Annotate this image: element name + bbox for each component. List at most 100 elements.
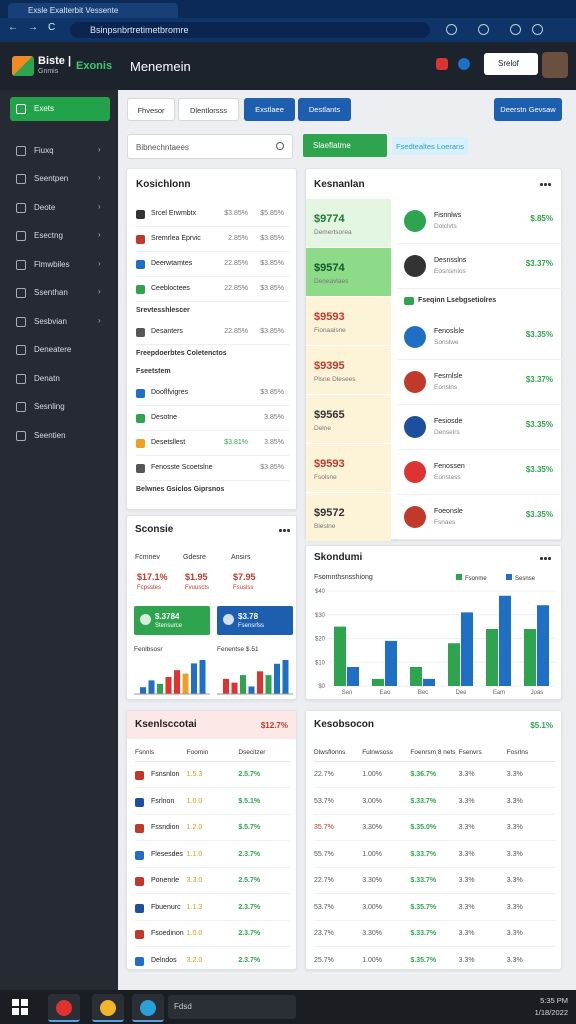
mini-chart [134, 660, 210, 695]
item-name: Fisnnlws [434, 212, 462, 219]
table-title: Kesobsocon [314, 719, 375, 730]
browser-tab[interactable]: Exsle Exalterbit Vessente [8, 3, 178, 18]
nav-chevron: › [98, 230, 101, 239]
column-header: Fulnwsoss [362, 749, 393, 756]
filter-link[interactable]: Fsedtealtes Loerans [392, 137, 468, 155]
panel-title: Kosichlonn [136, 179, 191, 190]
price: $9574 [314, 262, 345, 274]
nav-label: Seentpen [34, 174, 69, 183]
nav-item[interactable]: Flmwbiles › [10, 253, 110, 277]
y-tick-label: $20 [315, 637, 326, 643]
mini-bar [248, 686, 255, 694]
x-tick-label: Eao [380, 690, 391, 696]
nav-icon [16, 174, 26, 184]
search-box[interactable]: Bibnechntaees [127, 134, 293, 159]
legend-swatch [456, 574, 462, 580]
nav-chevron: › [98, 287, 101, 296]
mini-bar [182, 673, 189, 694]
row-value: 3.85% [264, 414, 284, 421]
item-sub: Sonslwe [434, 339, 459, 346]
cell: 1.2.0 [186, 824, 203, 831]
price-tile: $9774 Demertsorea [306, 199, 391, 247]
cell: 3.3% [458, 956, 475, 964]
nav-item[interactable]: Sesbvian › [10, 310, 110, 334]
taskbar-app[interactable] [92, 994, 124, 1022]
stat-button[interactable]: $.3784 Stensurce [134, 606, 210, 635]
row-name: Desanters [151, 328, 183, 335]
row-divider [314, 813, 555, 815]
cell: 3.30% [362, 877, 383, 884]
row-value: 22.85% [224, 260, 248, 267]
menu-dot [283, 529, 286, 532]
nav-button[interactable]: ← [8, 22, 18, 33]
row-divider [136, 405, 289, 406]
button-title: $.3784 [155, 612, 180, 621]
browser-icon [510, 24, 521, 35]
nav-item[interactable]: Ssenthan › [10, 281, 110, 305]
row-divider [314, 761, 555, 762]
cell: 22.7% [314, 771, 334, 778]
panel-title: Sconsie [135, 524, 174, 535]
button-icon [140, 614, 151, 625]
legend-swatch [506, 574, 512, 580]
bar [524, 629, 536, 686]
nav-icon [16, 373, 26, 384]
row-icon [135, 903, 144, 913]
nav-chevron: › [98, 173, 101, 182]
cell: 3.3% [458, 930, 475, 937]
nav-item[interactable]: Deote › [10, 196, 110, 220]
row-icon [135, 771, 144, 780]
row-divider [314, 866, 555, 868]
filter-tab[interactable]: Fhvesor [127, 98, 175, 121]
mini-bar [257, 671, 263, 694]
cell: 53.7% [314, 903, 334, 911]
browser-icon [446, 24, 457, 35]
nav-item[interactable]: Sesnling [10, 395, 110, 419]
info-icon[interactable] [458, 58, 470, 70]
column-header: Dsecitzer [238, 749, 266, 756]
taskbar-search[interactable]: Fdsd [168, 995, 296, 1019]
item-sub: Eosnsmlos [434, 268, 466, 275]
bar-chart: $0 $10 $20 $30 $40 Sen Eao Bec Dee Eam Joas Fsonme S… [315, 574, 556, 696]
alert-icon[interactable] [436, 58, 448, 70]
button-title: $3.78 [238, 612, 259, 621]
stat-button[interactable]: $3.78 Fsensrfss [217, 606, 293, 635]
url-field[interactable]: Bsinpsnbrtretimetbromre [70, 22, 430, 38]
stat-value: $7.95 [233, 572, 256, 582]
nav-item[interactable]: Denatn [10, 367, 110, 391]
nav-button[interactable]: → [28, 22, 38, 33]
nav-item[interactable]: Deneatere [10, 338, 110, 362]
bar [448, 643, 460, 686]
item-value: $.85% [530, 214, 553, 223]
nav-item[interactable]: Fiuxq › [10, 139, 110, 163]
taskbar-app[interactable] [48, 994, 80, 1022]
nav-label: Sesbvian [34, 316, 67, 326]
button-sub: Fsensrfss [238, 623, 265, 629]
action-button[interactable]: Deerstn Gevsaw [494, 98, 562, 121]
taskbar-app[interactable] [132, 994, 164, 1022]
filter-button[interactable]: Slaeflatme [303, 134, 387, 157]
row-divider [314, 893, 555, 894]
filter-tab[interactable]: Exstlaee [244, 98, 295, 121]
x-tick-label: Eam [493, 690, 505, 696]
start-button[interactable] [12, 999, 28, 1015]
row-icon [136, 328, 145, 337]
cell: 3.3% [458, 850, 475, 858]
mini-title: Fenlbsosr [134, 646, 163, 653]
nav-item[interactable]: Exets [10, 97, 110, 121]
nav-item[interactable]: Seentien [10, 424, 110, 448]
nav-item[interactable]: Esectng › [10, 224, 110, 248]
filter-tab[interactable]: Dlentlorsss [178, 98, 239, 121]
price: $9593 [314, 458, 345, 470]
header-button[interactable]: Srelof [484, 53, 538, 75]
cell: 3.3.0 [186, 877, 203, 884]
row-divider [398, 288, 563, 289]
filter-tab[interactable]: Destlants [298, 98, 351, 121]
table-badge: $12.7% [260, 721, 288, 730]
column-header: Dlwsflonns [314, 749, 346, 756]
nav-item[interactable]: Seentpen › [10, 167, 110, 191]
nav-button[interactable]: C [48, 22, 56, 33]
nav-label: Exets [34, 104, 55, 113]
x-tick-label: Sen [342, 690, 353, 696]
